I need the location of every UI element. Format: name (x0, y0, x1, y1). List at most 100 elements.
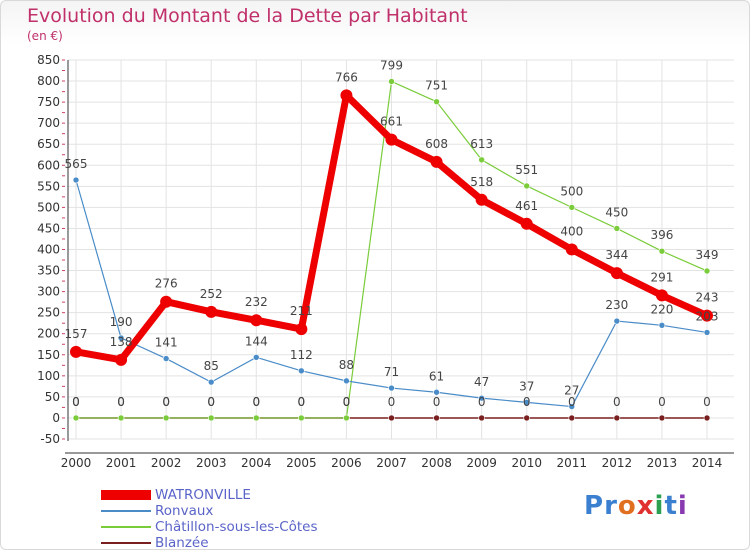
data-label: 0 (703, 395, 711, 409)
y-tick-label: 450 (37, 221, 60, 235)
chart-title: Evolution du Montant de la Dette par Hab… (27, 5, 468, 27)
data-point (610, 267, 623, 280)
data-label: 0 (568, 395, 576, 409)
y-tick-label: 200 (37, 327, 60, 341)
data-label: 518 (470, 175, 493, 189)
data-label: 0 (207, 395, 215, 409)
data-point (568, 414, 576, 422)
y-tick-label: 400 (37, 243, 60, 257)
data-label: 751 (425, 79, 448, 93)
legend-swatch-chatillon (101, 526, 151, 528)
data-point (433, 388, 440, 396)
y-tick-label: 150 (37, 348, 60, 362)
data-point (162, 355, 170, 362)
data-label: 0 (207, 395, 215, 409)
data-label: 232 (245, 295, 268, 309)
data-point (613, 225, 621, 232)
data-point (72, 414, 80, 422)
data-label: 230 (605, 298, 628, 312)
data-label: 0 (162, 395, 170, 409)
data-label: 0 (478, 395, 486, 409)
legend-swatch-blanzee (101, 542, 151, 544)
x-tick-label: 2011 (557, 456, 588, 470)
data-label: 203 (696, 309, 719, 323)
data-label: 0 (388, 395, 396, 409)
data-label: 349 (696, 248, 719, 262)
x-tick-label: 2002 (151, 456, 182, 470)
data-point (658, 321, 666, 329)
data-point (613, 317, 621, 325)
data-point (613, 414, 621, 422)
data-label: 799 (380, 58, 403, 72)
y-tick-label: -50 (40, 432, 60, 446)
data-point (703, 414, 711, 422)
data-point (433, 414, 440, 422)
data-point (207, 414, 215, 422)
data-point (295, 323, 308, 336)
data-point (252, 354, 260, 361)
data-point (72, 176, 80, 184)
logo-letter: t (664, 491, 678, 521)
data-point (701, 309, 713, 322)
data-point (388, 78, 395, 85)
data-point (658, 247, 666, 255)
data-label: 190 (110, 315, 133, 329)
data-label: 243 (696, 291, 719, 305)
y-tick-label: 50 (45, 390, 60, 404)
y-tick-label: 800 (37, 74, 60, 88)
data-point (523, 399, 531, 406)
data-label: 0 (72, 395, 80, 409)
data-label: 0 (658, 395, 666, 409)
legend-swatch-watronville (101, 490, 151, 500)
data-label: 144 (245, 334, 268, 348)
legend-label-chatillon: Châtillon-sous-les-Côtes (155, 519, 318, 535)
data-label: 112 (290, 348, 313, 362)
data-label: 0 (613, 395, 621, 409)
data-label: 500 (560, 184, 583, 198)
y-tick-label: 850 (37, 53, 60, 67)
data-point (475, 193, 488, 206)
y-tick-label: 550 (37, 179, 60, 193)
data-point (298, 367, 305, 375)
x-tick-label: 2009 (466, 456, 497, 470)
data-label: 613 (470, 137, 493, 151)
data-point (160, 295, 173, 308)
data-point (250, 314, 263, 327)
data-label: 766 (335, 70, 358, 84)
data-label: 0 (523, 395, 531, 409)
data-point (523, 182, 531, 190)
data-label: 220 (650, 302, 673, 316)
data-point (433, 98, 440, 105)
data-label: 47 (474, 375, 489, 389)
y-tick-label: 100 (37, 369, 60, 383)
data-label: 61 (429, 369, 444, 383)
x-tick-label: 2000 (61, 456, 92, 470)
data-point (520, 217, 533, 230)
x-tick-label: 2013 (647, 456, 678, 470)
data-label: 461 (515, 199, 538, 213)
data-point (115, 353, 128, 366)
legend-label-ronvaux: Ronvaux (155, 503, 214, 519)
data-label: 450 (605, 205, 628, 219)
x-tick-label: 2007 (376, 456, 407, 470)
logo-letter: i (677, 491, 688, 521)
y-tick-label: 650 (37, 137, 60, 151)
y-tick-label: 300 (37, 285, 60, 299)
data-label: 252 (200, 287, 223, 301)
data-point (117, 334, 125, 342)
data-point (478, 156, 485, 164)
data-label: 400 (560, 225, 583, 239)
logo-letter: x (636, 491, 655, 521)
data-label: 551 (515, 163, 538, 177)
data-point (162, 414, 170, 422)
data-label: 85 (204, 359, 219, 373)
legend-swatch-ronvaux (101, 510, 151, 512)
y-tick-label: 250 (37, 306, 60, 320)
proxiti-logo: Proxiti (584, 491, 688, 521)
data-label: 138 (110, 335, 133, 349)
data-point (568, 403, 576, 410)
data-point (298, 414, 305, 422)
data-label: 88 (339, 358, 354, 372)
x-tick-label: 2012 (602, 456, 633, 470)
